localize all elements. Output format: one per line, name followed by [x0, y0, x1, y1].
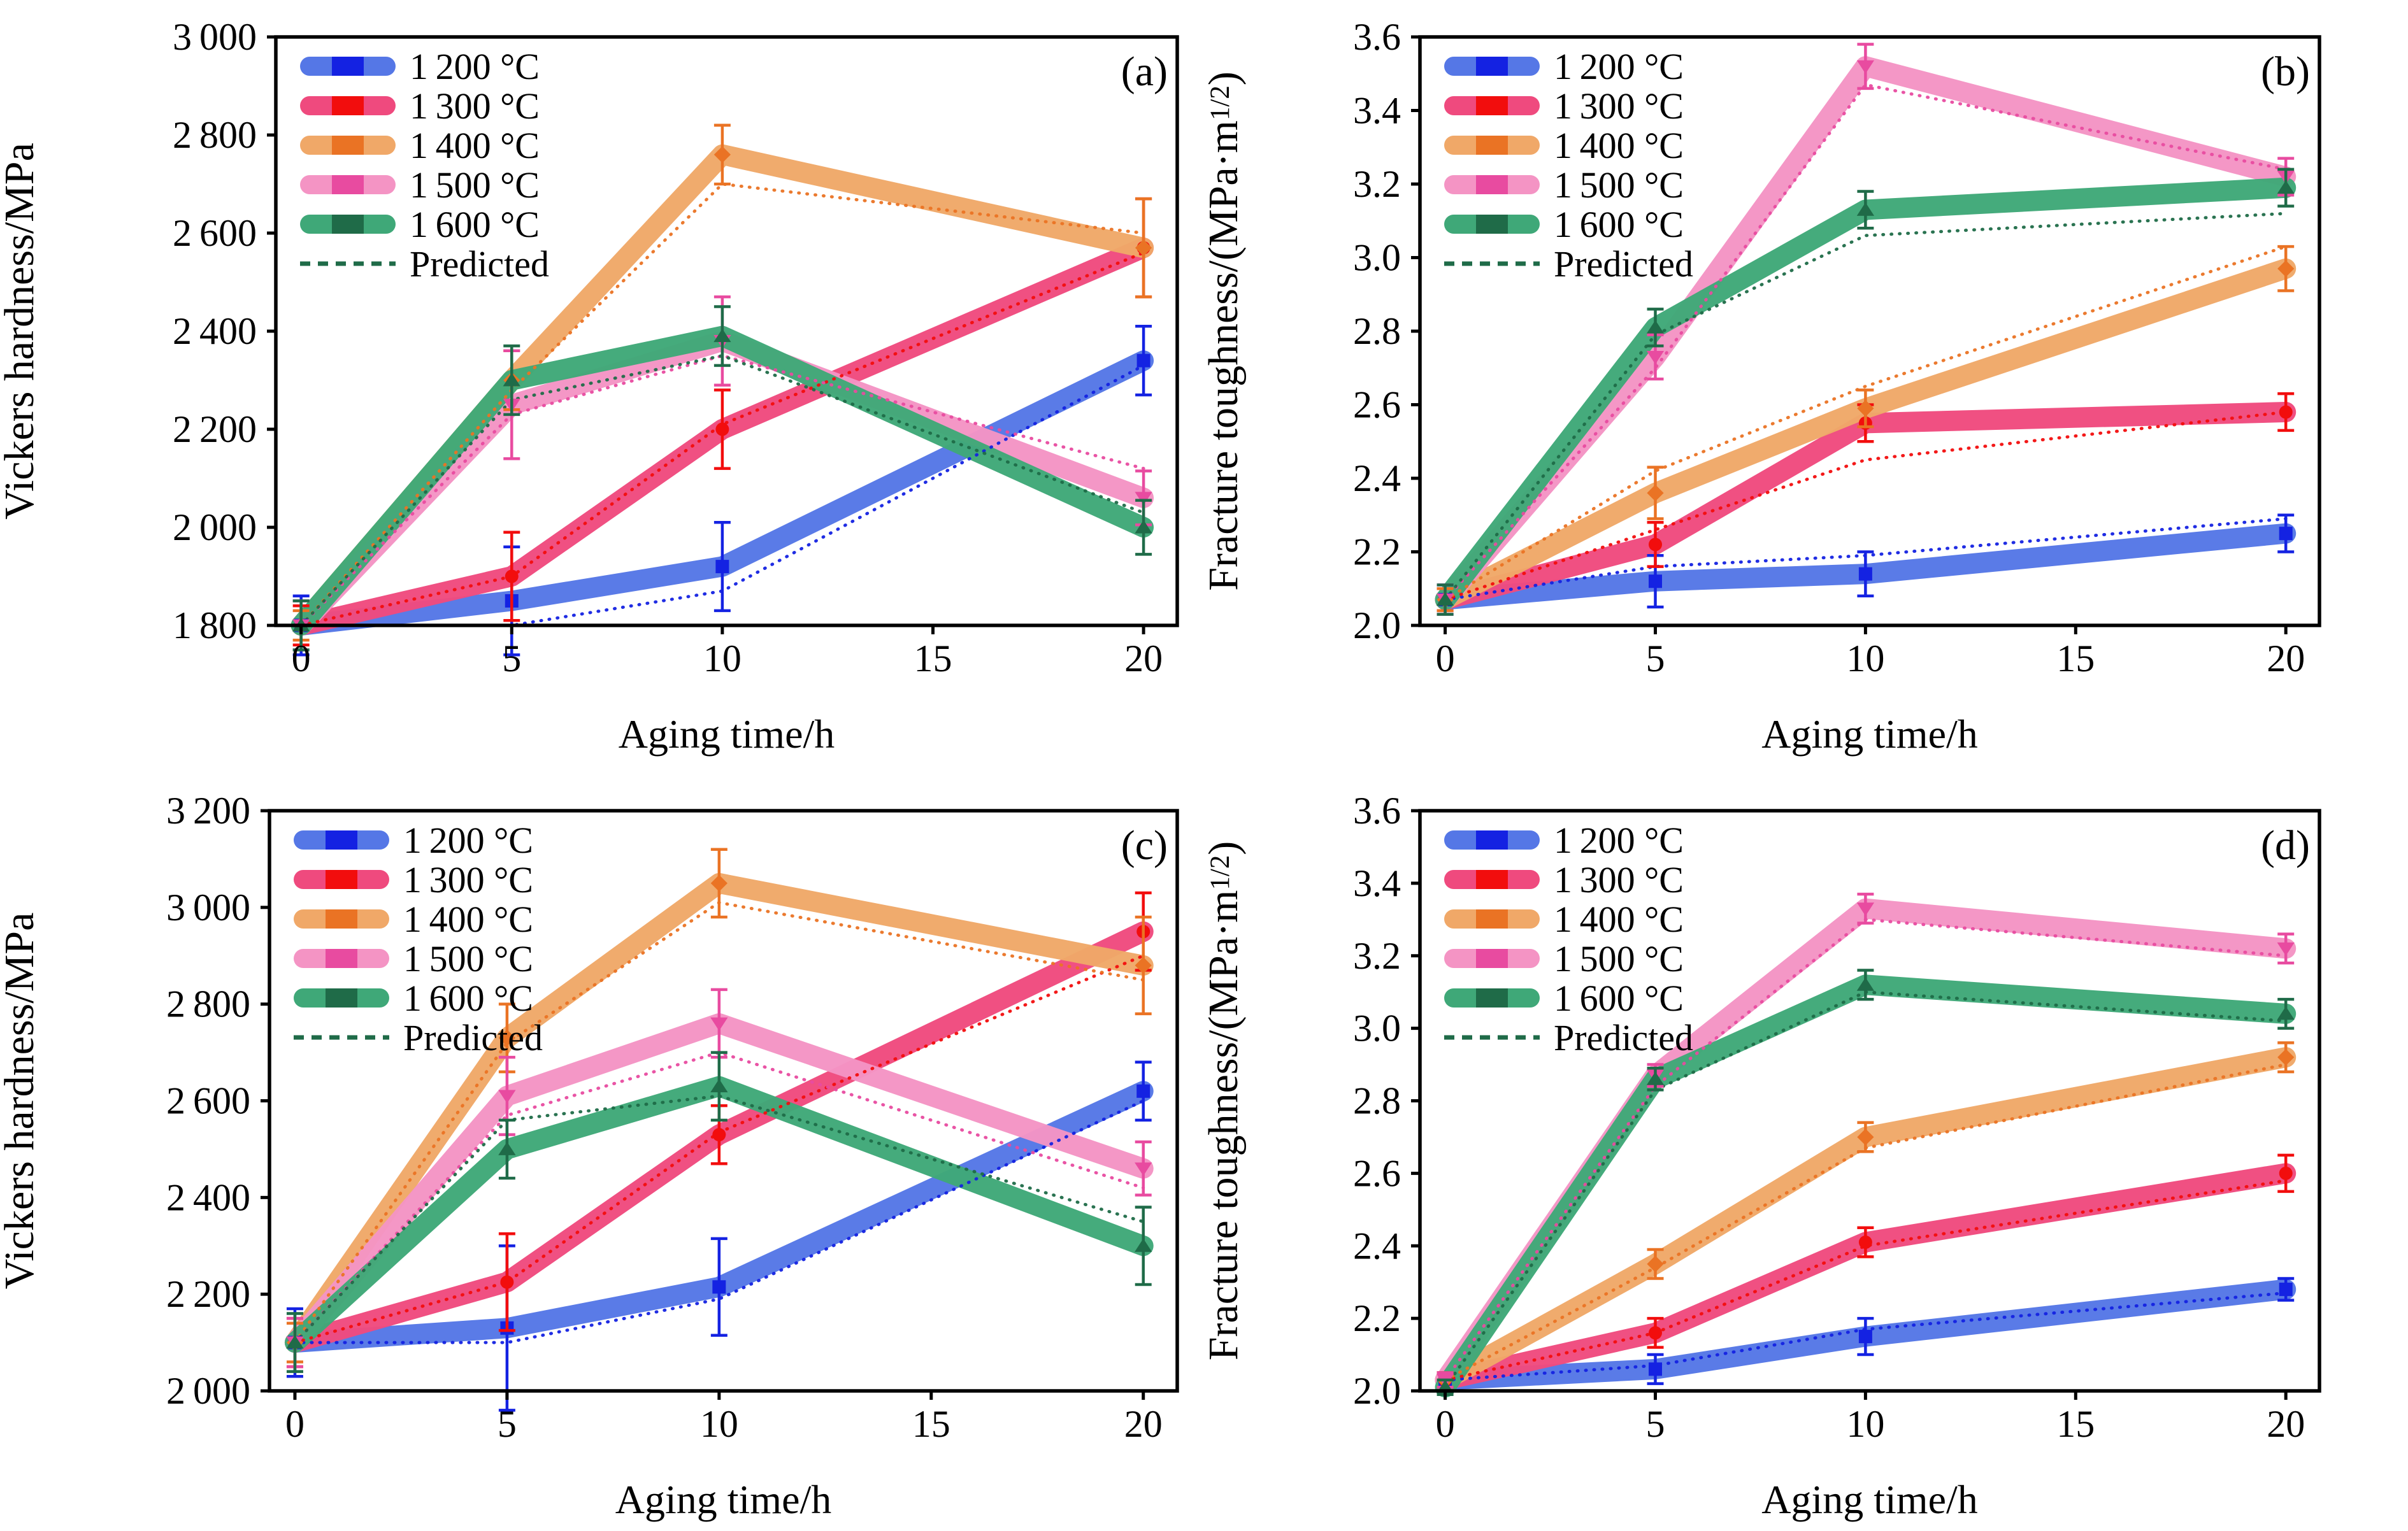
- svg-text:3.6: 3.6: [1353, 790, 1401, 832]
- svg-text:2 800: 2 800: [173, 114, 257, 156]
- svg-text:Aging time/h: Aging time/h: [1761, 711, 1978, 757]
- svg-text:3 000: 3 000: [173, 16, 257, 58]
- svg-text:5: 5: [498, 1403, 517, 1445]
- svg-text:2 400: 2 400: [173, 310, 257, 352]
- svg-text:Predicted: Predicted: [1554, 243, 1693, 285]
- svg-text:3.4: 3.4: [1353, 862, 1401, 904]
- svg-text:3.0: 3.0: [1353, 1008, 1401, 1050]
- svg-text:10: 10: [1846, 637, 1884, 680]
- svg-text:1 400 °C: 1 400 °C: [1554, 899, 1684, 940]
- svg-text:Vickers hardness/MPa: Vickers hardness/MPa: [0, 913, 43, 1290]
- svg-text:1 300 °C: 1 300 °C: [1554, 85, 1684, 127]
- svg-text:3 200: 3 200: [166, 790, 250, 832]
- svg-text:0: 0: [1436, 1403, 1455, 1445]
- svg-text:(a): (a): [1121, 48, 1168, 95]
- svg-text:10: 10: [703, 637, 742, 680]
- svg-text:1 500 °C: 1 500 °C: [1554, 938, 1684, 979]
- svg-text:15: 15: [912, 1403, 950, 1445]
- svg-text:1 500 °C: 1 500 °C: [1554, 164, 1684, 206]
- svg-text:1 600 °C: 1 600 °C: [1554, 978, 1684, 1019]
- svg-text:2 600: 2 600: [166, 1080, 250, 1122]
- svg-text:1 600 °C: 1 600 °C: [410, 204, 540, 245]
- svg-text:1 300 °C: 1 300 °C: [410, 85, 540, 127]
- svg-text:Predicted: Predicted: [1554, 1017, 1693, 1058]
- svg-text:2.8: 2.8: [1353, 310, 1401, 352]
- svg-text:1 200 °C: 1 200 °C: [1554, 820, 1684, 861]
- svg-text:2 800: 2 800: [166, 983, 250, 1025]
- svg-text:1 300 °C: 1 300 °C: [403, 859, 533, 901]
- svg-text:Predicted: Predicted: [403, 1017, 543, 1058]
- svg-text:3.0: 3.0: [1353, 237, 1401, 279]
- svg-text:(b): (b): [2261, 48, 2310, 95]
- svg-text:Predicted: Predicted: [410, 243, 549, 285]
- svg-text:(c): (c): [1121, 822, 1168, 869]
- svg-text:2.0: 2.0: [1353, 604, 1401, 646]
- svg-text:2 000: 2 000: [166, 1370, 250, 1412]
- svg-text:10: 10: [700, 1403, 738, 1445]
- svg-text:1 400 °C: 1 400 °C: [403, 899, 533, 940]
- svg-text:20: 20: [2267, 1403, 2305, 1445]
- svg-text:15: 15: [2056, 637, 2095, 680]
- svg-text:(d): (d): [2261, 822, 2310, 869]
- svg-text:2 000: 2 000: [173, 506, 257, 548]
- svg-text:15: 15: [2056, 1403, 2095, 1445]
- svg-text:3.4: 3.4: [1353, 90, 1401, 132]
- svg-text:1 600 °C: 1 600 °C: [403, 978, 533, 1019]
- svg-text:Aging time/h: Aging time/h: [615, 1477, 832, 1522]
- svg-text:1 400 °C: 1 400 °C: [1554, 125, 1684, 166]
- svg-text:2.4: 2.4: [1353, 457, 1401, 499]
- svg-text:3.6: 3.6: [1353, 16, 1401, 58]
- svg-text:2.2: 2.2: [1353, 531, 1401, 573]
- svg-text:1 200 °C: 1 200 °C: [410, 46, 540, 87]
- svg-text:2.8: 2.8: [1353, 1080, 1401, 1122]
- svg-text:Fracture toughness/(MPa·m1/2): Fracture toughness/(MPa·m1/2): [1204, 841, 1247, 1361]
- svg-text:2.2: 2.2: [1353, 1297, 1401, 1339]
- svg-text:10: 10: [1846, 1403, 1884, 1445]
- svg-text:20: 20: [2267, 637, 2305, 680]
- svg-text:2 400: 2 400: [166, 1176, 250, 1218]
- svg-text:20: 20: [1124, 637, 1163, 680]
- svg-text:1 400 °C: 1 400 °C: [410, 125, 540, 166]
- svg-text:1 500 °C: 1 500 °C: [410, 164, 540, 206]
- svg-text:5: 5: [1646, 637, 1665, 680]
- svg-text:2.4: 2.4: [1353, 1225, 1401, 1267]
- svg-text:1 200 °C: 1 200 °C: [1554, 46, 1684, 87]
- svg-text:1 200 °C: 1 200 °C: [403, 820, 533, 861]
- svg-text:1 600 °C: 1 600 °C: [1554, 204, 1684, 245]
- svg-text:Aging time/h: Aging time/h: [1761, 1477, 1978, 1522]
- svg-text:2 600: 2 600: [173, 212, 257, 254]
- svg-text:0: 0: [1436, 637, 1455, 680]
- svg-text:Fracture toughness/(MPa·m1/2): Fracture toughness/(MPa·m1/2): [1204, 71, 1247, 591]
- svg-text:0: 0: [292, 637, 311, 680]
- svg-text:5: 5: [502, 637, 521, 680]
- svg-text:2 200: 2 200: [166, 1273, 250, 1315]
- svg-text:5: 5: [1646, 1403, 1665, 1445]
- svg-text:2 200: 2 200: [173, 408, 257, 450]
- svg-text:Vickers hardness/MPa: Vickers hardness/MPa: [0, 143, 43, 520]
- svg-text:3 000: 3 000: [166, 887, 250, 929]
- svg-text:15: 15: [914, 637, 952, 680]
- svg-text:2.0: 2.0: [1353, 1370, 1401, 1412]
- svg-text:1 800: 1 800: [173, 604, 257, 646]
- svg-text:1 300 °C: 1 300 °C: [1554, 859, 1684, 901]
- svg-text:20: 20: [1124, 1403, 1163, 1445]
- svg-text:0: 0: [285, 1403, 305, 1445]
- svg-text:Aging time/h: Aging time/h: [619, 711, 835, 757]
- svg-text:1 500 °C: 1 500 °C: [403, 938, 533, 979]
- svg-text:3.2: 3.2: [1353, 935, 1401, 977]
- svg-text:2.6: 2.6: [1353, 384, 1401, 426]
- svg-text:3.2: 3.2: [1353, 163, 1401, 205]
- svg-text:2.6: 2.6: [1353, 1152, 1401, 1194]
